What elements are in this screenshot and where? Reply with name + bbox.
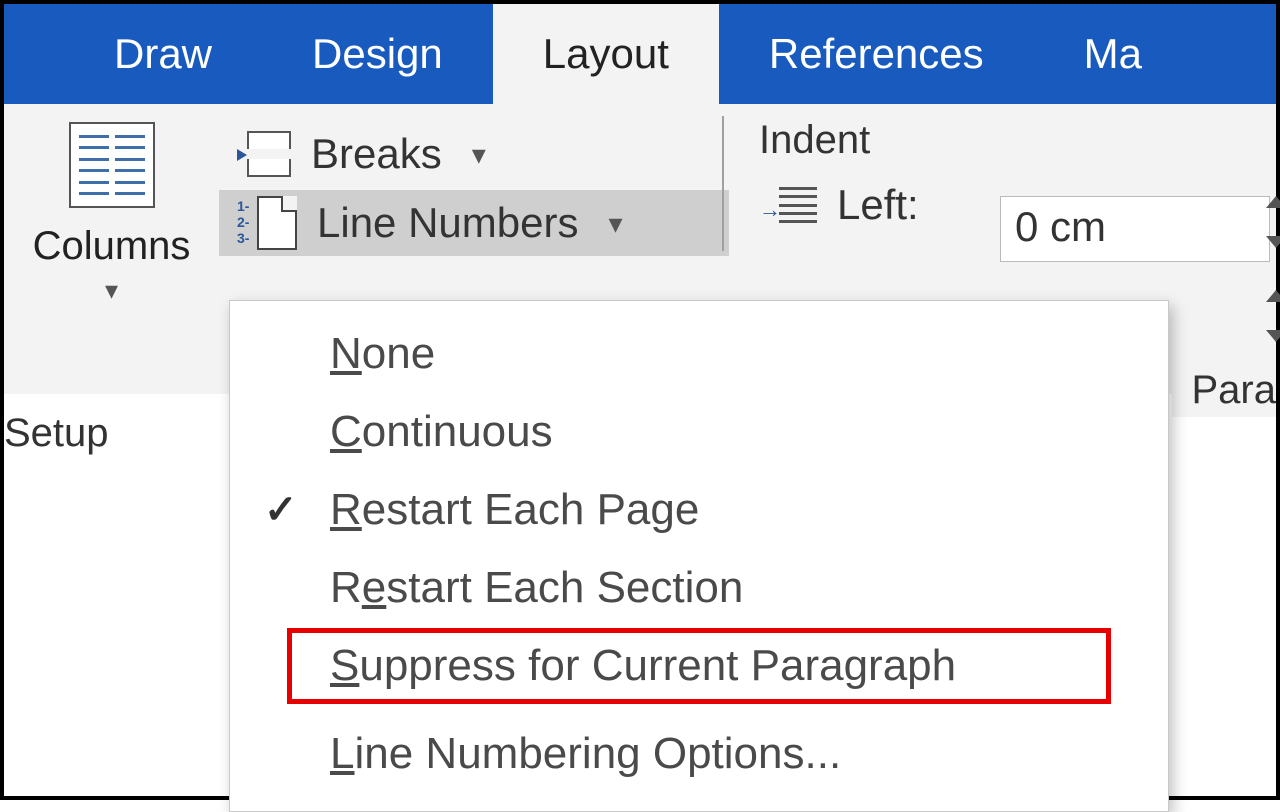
menu-item-restart-each-page[interactable]: Restart Each Page [230,471,1168,549]
menu-item-line-numbering-options[interactable]: Line Numbering Options... [230,715,1168,793]
indent-left-label: Left: [837,181,919,229]
spinner-down-icon[interactable] [1266,236,1280,248]
tab-references[interactable]: References [719,4,1034,104]
breaks-button[interactable]: Breaks ▾ [219,124,729,184]
breaks-label: Breaks [311,130,442,178]
spinner-up-icon[interactable] [1266,196,1280,208]
columns-label: Columns [33,224,191,269]
columns-icon [69,122,155,208]
indent-group: Indent → Left: [759,118,919,229]
spinner-up-icon[interactable] [1266,290,1280,302]
line-numbers-menu: None Continuous Restart Each Page Restar… [229,300,1169,812]
indent-left-icon: → [759,187,817,223]
indent-title: Indent [759,118,919,163]
tab-layout[interactable]: Layout [493,4,719,104]
line-numbers-label: Line Numbers [317,199,578,247]
indent-right-spinner[interactable] [1266,290,1280,342]
line-numbers-icon: 1-2-3- [237,196,297,250]
chevron-down-icon: ▾ [472,138,486,171]
indent-left-input[interactable]: 0 cm [1000,196,1270,262]
tab-mailings[interactable]: Ma [1034,4,1192,104]
chevron-down-icon: ▾ [105,275,118,306]
menu-item-suppress[interactable]: Suppress for Current Paragraph [286,627,1112,705]
columns-button[interactable]: Columns ▾ Setup [4,104,219,394]
page-setup-group-label: Setup [4,411,109,456]
menu-item-continuous[interactable]: Continuous [230,393,1168,471]
indent-left-spinner[interactable] [1266,196,1280,248]
menu-item-restart-each-section[interactable]: Restart Each Section [230,549,1168,627]
menu-separator [230,705,1168,715]
spinner-down-icon[interactable] [1266,330,1280,342]
paragraph-group-label: Para [1172,364,1277,417]
ribbon-tab-bar: Draw Design Layout References Ma [4,4,1276,104]
group-separator [722,116,724,251]
line-numbers-button[interactable]: 1-2-3- Line Numbers ▾ [219,190,729,256]
chevron-down-icon: ▾ [608,207,622,240]
breaks-icon [237,131,291,177]
tab-design[interactable]: Design [262,4,493,104]
menu-item-none[interactable]: None [230,315,1168,393]
tab-draw[interactable]: Draw [64,4,262,104]
